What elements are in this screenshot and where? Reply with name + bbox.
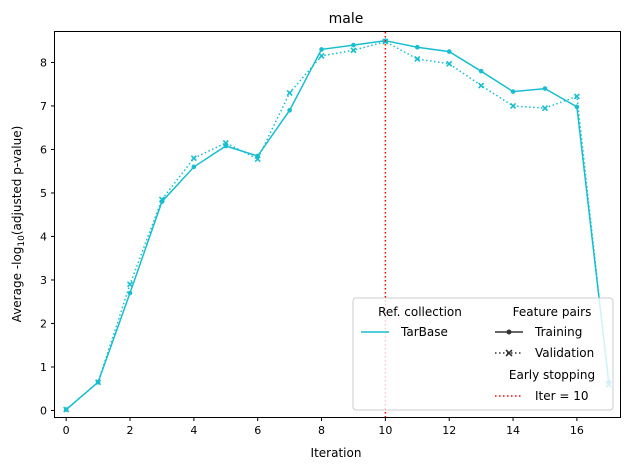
legend-stop-entry: Iter = 10: [535, 389, 589, 403]
x-axis-label: Iteration: [311, 446, 362, 460]
series-line-training: [65, 39, 610, 411]
y-axis-label-prefix: Average -log: [10, 247, 24, 323]
x-tick-label: 0: [63, 424, 70, 437]
y-axis-ticks: 0 1 2 3 4 5 6 7 8: [40, 56, 55, 417]
training-point: [287, 108, 292, 113]
plot-area-frame: [54, 31, 621, 418]
training-point: [415, 44, 420, 50]
chart-title: male: [329, 11, 364, 27]
validation-point: [446, 60, 453, 67]
training-point: [191, 164, 197, 170]
validation-point: [541, 105, 549, 112]
x-tick-label: 16: [570, 424, 584, 437]
legend-training-label: Training: [534, 325, 582, 339]
y-axis-label-suffix: (adjusted p-value): [10, 126, 24, 235]
legend: Ref. collection TarBase Feature pairs Tr…: [352, 297, 614, 411]
training-point: [319, 47, 324, 52]
training-point: [478, 68, 484, 74]
y-tick-label: 4: [40, 230, 47, 243]
x-tick-label: 2: [127, 424, 134, 437]
validation-point: [95, 379, 102, 386]
validation-point: [350, 47, 357, 54]
legend-pairs-title: Feature pairs: [513, 305, 592, 319]
y-tick-label: 8: [40, 56, 47, 69]
training-point: [351, 42, 356, 48]
y-tick-label: 2: [40, 317, 47, 330]
legend-stop-title: Early stopping: [509, 368, 595, 382]
validation-point: [126, 281, 134, 288]
training-point: [574, 104, 580, 110]
x-tick-label: 12: [442, 424, 456, 437]
validation-point: [318, 52, 325, 59]
validation-point: [509, 102, 517, 110]
validation-point: [286, 89, 293, 96]
y-tick-label: 6: [40, 143, 47, 156]
legend-ref-title: Ref. collection: [378, 305, 462, 319]
series-lines: [65, 39, 610, 411]
legend-ref-entry: TarBase: [400, 325, 448, 339]
validation-point: [382, 38, 389, 45]
x-tick-label: 6: [254, 424, 261, 437]
x-tick-label: 8: [318, 424, 325, 437]
validation-point: [63, 406, 70, 413]
y-tick-label: 7: [40, 100, 47, 113]
y-tick-label: 3: [40, 274, 47, 287]
y-axis-label: Average -log10(adjusted p-value): [10, 126, 27, 323]
validation-point: [190, 155, 197, 162]
legend-validation-label: Validation: [535, 346, 594, 360]
x-tick-label: 10: [378, 424, 392, 437]
validation-point: [158, 196, 166, 203]
training-point: [127, 290, 133, 296]
validation-point: [478, 82, 485, 89]
y-tick-label: 5: [40, 187, 47, 200]
validation-point: [414, 55, 421, 63]
validation-point: [573, 93, 580, 100]
y-tick-label: 0: [40, 404, 47, 417]
validation-point: [254, 155, 261, 163]
y-axis-label-subscript: 10: [17, 235, 27, 247]
legend-validation-marker: [505, 349, 513, 357]
x-tick-label: 14: [506, 424, 520, 437]
validation-point: [222, 139, 229, 146]
legend-training-marker: [506, 329, 512, 335]
training-point: [510, 89, 516, 94]
series-line-validation: [65, 40, 610, 411]
legend-box: [352, 297, 614, 411]
training-point: [542, 86, 548, 91]
x-tick-label: 4: [190, 424, 197, 437]
training-point: [446, 49, 452, 54]
y-tick-label: 1: [40, 361, 47, 374]
